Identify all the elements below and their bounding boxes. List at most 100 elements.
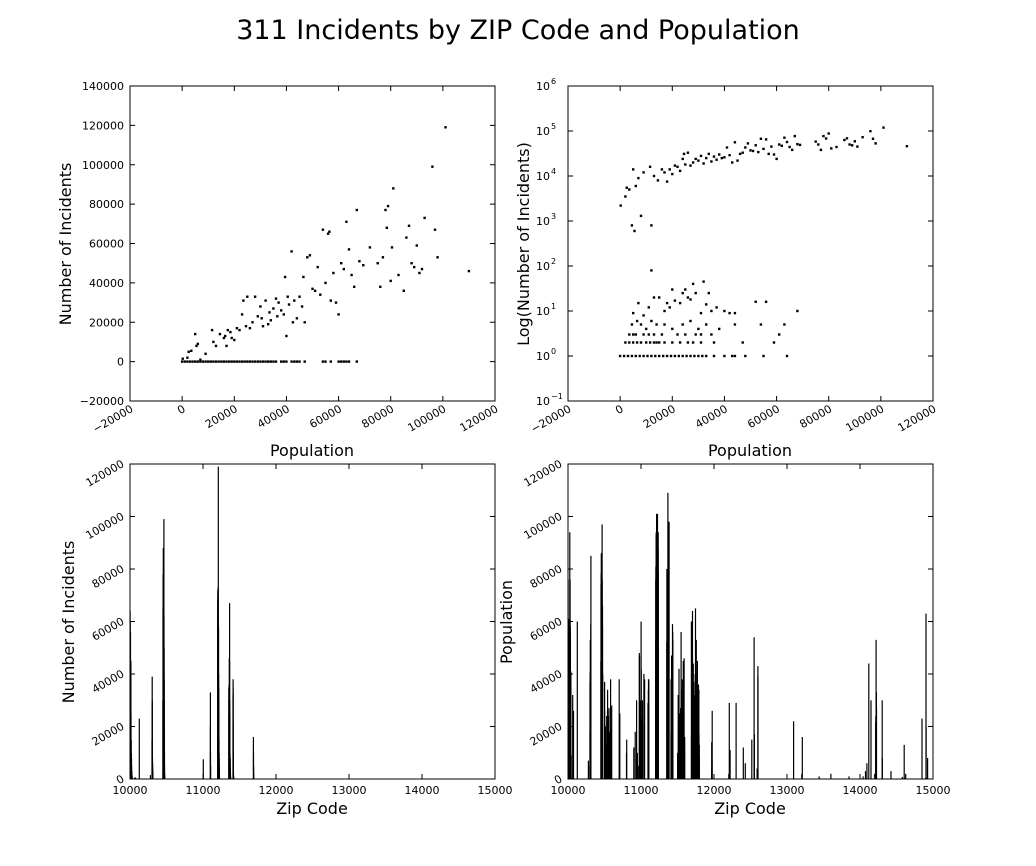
top-right-ytick-exponent: 3 — [551, 212, 556, 221]
top-left-point — [264, 360, 267, 363]
top-right-point — [686, 341, 690, 344]
bottom-right-xtick-label: 13000 — [770, 784, 805, 797]
top-left-ytick-label: 40000 — [89, 277, 124, 290]
top-left-ytick-label: 0 — [117, 356, 124, 369]
top-right-ytick-exponent: 4 — [551, 167, 556, 176]
top-right-ytick-label: 10 — [536, 80, 550, 93]
top-right-point — [681, 157, 684, 161]
top-right-point — [699, 154, 703, 158]
top-right-point — [689, 354, 692, 358]
top-right-point — [718, 153, 721, 156]
top-right-point — [785, 354, 789, 358]
top-left-ytick-label: 120000 — [82, 119, 124, 132]
top-left-point — [290, 360, 293, 363]
top-right-point — [851, 144, 854, 147]
top-left-point — [214, 344, 218, 348]
top-right-point — [775, 157, 778, 161]
top-left-frame — [129, 85, 496, 402]
top-right-point — [630, 224, 634, 227]
top-right-point — [652, 174, 656, 178]
top-right-point — [728, 311, 731, 315]
bottom-left-ytick-label: 80000 — [90, 562, 127, 591]
bottom-left-xtick-label: 12000 — [259, 784, 294, 797]
top-left-point — [181, 357, 184, 360]
top-left-point — [191, 360, 194, 363]
top-right-point — [796, 309, 799, 313]
top-right-point — [772, 153, 776, 156]
top-right-xtick-label: 40000 — [693, 402, 730, 431]
top-right-xtick-label: 60000 — [745, 402, 782, 431]
top-right-point — [658, 341, 661, 344]
top-right-point — [671, 172, 674, 176]
top-right-point — [652, 341, 656, 344]
top-left-point — [253, 360, 257, 363]
bottom-right-ytick-label: 100000 — [522, 510, 565, 542]
top-right-xtick-label: 0 — [613, 402, 626, 417]
top-right-axes: −20000 0 20000 40000 60000 80000 100000 1200001… — [529, 77, 939, 436]
top-left-point — [186, 356, 189, 359]
top-right-point — [634, 184, 637, 188]
top-right-point — [723, 309, 726, 313]
top-right-point — [710, 309, 713, 313]
top-right-ylabel: Log(Number of Incidents) — [514, 142, 533, 346]
subplot-top-right: −20000 0 20000 40000 60000 80000 100000 1200001… — [514, 77, 939, 460]
top-left-point — [342, 267, 345, 271]
top-left-point — [353, 285, 356, 288]
top-right-marks — [618, 126, 909, 358]
top-right-point — [668, 168, 671, 171]
top-right-point — [694, 157, 697, 161]
top-left-point — [431, 165, 434, 168]
top-left-point — [196, 342, 199, 346]
top-left-point — [407, 224, 411, 227]
top-left-point — [204, 360, 207, 363]
top-left-point — [293, 299, 296, 302]
top-left-point — [207, 360, 210, 363]
top-right-point — [783, 136, 786, 139]
top-right-point — [650, 319, 653, 323]
top-right-point — [642, 333, 645, 336]
top-left-point — [183, 360, 186, 363]
top-right-point — [669, 354, 673, 358]
top-left-point — [240, 360, 244, 363]
top-right-point — [663, 171, 666, 174]
top-right-point — [639, 214, 643, 218]
top-left-xtick-label: 60000 — [307, 402, 344, 431]
top-left-point — [311, 287, 314, 290]
top-right-point — [712, 354, 716, 358]
top-right-point — [660, 333, 664, 336]
top-left-point — [259, 305, 262, 308]
top-left-point — [235, 327, 239, 330]
top-left-point — [385, 226, 388, 229]
top-right-point — [905, 145, 909, 148]
top-left-point — [329, 360, 332, 363]
top-right-point — [754, 144, 757, 147]
top-right-point — [630, 323, 634, 326]
top-right-point — [648, 341, 652, 344]
top-right-point — [723, 354, 726, 358]
top-right-point — [647, 333, 650, 336]
bottom-right-ytick-label: 20000 — [528, 720, 565, 749]
top-left-point — [436, 256, 439, 259]
top-left-point — [274, 297, 278, 300]
top-right-point — [764, 138, 768, 141]
top-left-point — [199, 358, 202, 361]
top-left-point — [251, 321, 254, 324]
top-right-point — [626, 354, 630, 358]
top-right-point — [767, 152, 770, 156]
top-right-point — [689, 164, 692, 167]
top-left-point — [362, 264, 365, 267]
top-left-point — [300, 305, 304, 308]
top-left-point — [230, 336, 233, 340]
top-left-point — [251, 360, 254, 363]
bottom-right-xtick-label: 14000 — [843, 784, 878, 797]
top-left-point — [244, 325, 248, 328]
top-left-point — [340, 360, 343, 363]
top-right-ytick-exponent: 5 — [551, 122, 556, 131]
top-left-point — [272, 307, 275, 310]
top-right-point — [824, 137, 828, 140]
top-right-xtick-label: 120000 — [896, 402, 939, 434]
top-left-point — [233, 360, 236, 363]
top-right-point — [654, 354, 657, 358]
top-right-point — [702, 162, 705, 165]
